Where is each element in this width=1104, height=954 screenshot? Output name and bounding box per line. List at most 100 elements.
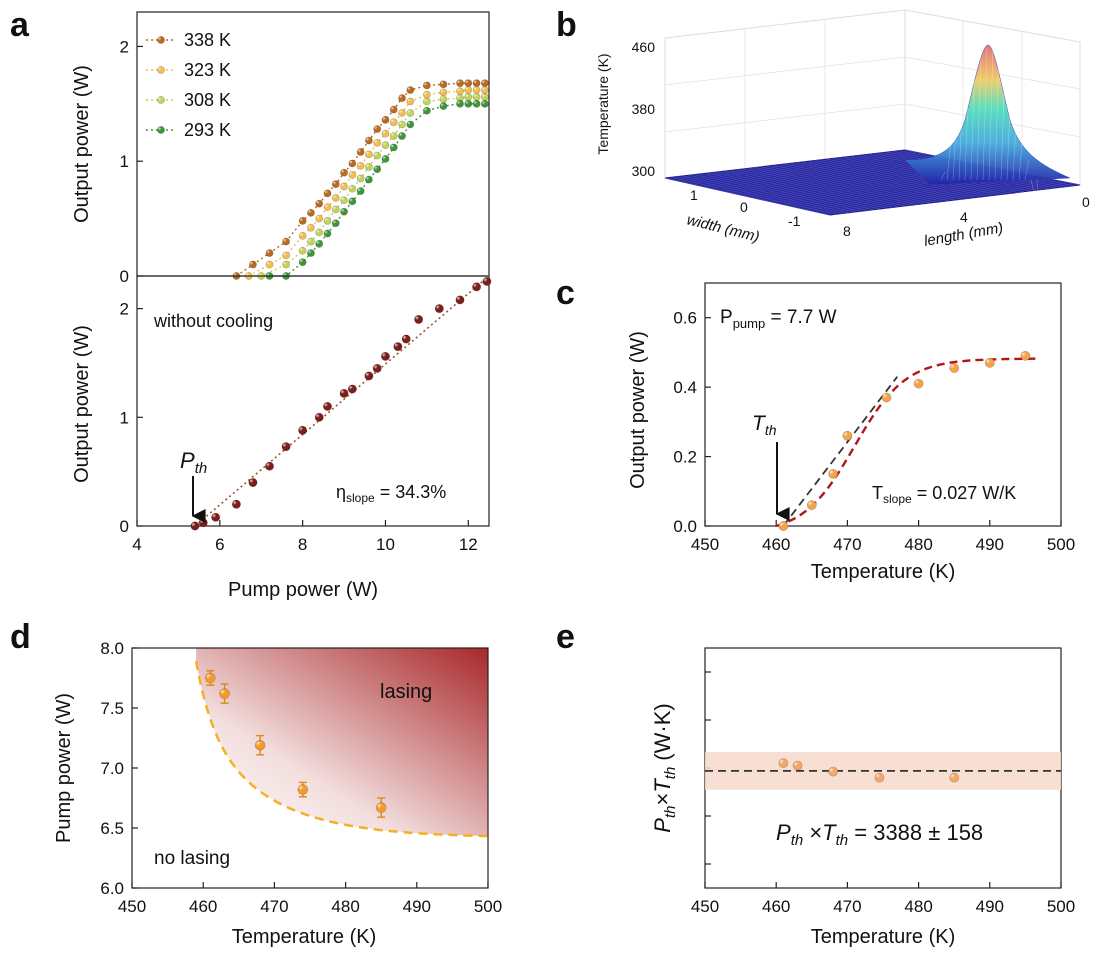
panel-a-top-chart: 0 1 2 338 K 323 K 308 K 293 K Output power (W… <box>71 11 490 286</box>
x-tick-label: 10 <box>376 535 395 554</box>
x-axis-label: Temperature (K) <box>811 561 956 583</box>
series-point-1-highlight <box>465 87 469 91</box>
data-point-highlight <box>829 470 834 475</box>
series-point-0-highlight <box>299 218 304 222</box>
x-tick-label: 12 <box>459 535 478 554</box>
peak-mesh-line <box>982 47 988 181</box>
series-line-1 <box>248 89 485 277</box>
series-point-0-highlight <box>283 238 287 243</box>
surface-mesh-line <box>706 172 874 211</box>
series-point-3-highlight <box>382 156 387 160</box>
x-tick-label: 490 <box>976 897 1004 916</box>
series-point-3-highlight <box>374 166 378 170</box>
x-axis-label: Pump power (W) <box>228 579 378 601</box>
series-line-3 <box>269 103 485 277</box>
surface-mesh-line <box>676 176 843 214</box>
legend-marker-2-highlight <box>158 97 162 101</box>
x-axis-label: Temperature (K) <box>232 926 377 948</box>
surface-mesh-line <box>730 169 899 208</box>
panel-letter-c: c <box>556 274 575 312</box>
data-point-highlight <box>382 353 387 358</box>
series-point-1-highlight <box>457 88 461 92</box>
y-tick-label: 0.0 <box>673 517 697 536</box>
surface-mesh-line <box>796 162 968 199</box>
x-tick-label: 450 <box>691 535 719 554</box>
surface-mesh-line <box>784 163 956 201</box>
x-tick-label: 490 <box>976 535 1004 554</box>
peak-mesh-line <box>1006 81 1012 181</box>
data-point-highlight <box>794 762 799 767</box>
temperature-peak <box>904 44 1071 186</box>
series-point-0-highlight <box>391 106 395 111</box>
series-point-2-highlight <box>457 95 461 99</box>
data-point-highlight <box>316 414 320 418</box>
y-tick-8: 8 <box>843 223 851 239</box>
y-tick-label: 0 <box>120 267 129 286</box>
surface-mesh-line <box>808 160 981 198</box>
x-tick-label: 470 <box>833 535 861 554</box>
y-tick-label: 0.6 <box>673 309 697 328</box>
series-point-2-highlight <box>407 110 411 114</box>
series-point-3-highlight <box>324 230 329 235</box>
series-point-2-highlight <box>299 248 304 252</box>
region-lasing-label: lasing <box>380 681 432 703</box>
lasing-region <box>196 648 488 836</box>
data-point-highlight <box>233 501 238 505</box>
y-axis-label: Pump power (W) <box>53 693 75 843</box>
data-point-highlight <box>415 316 420 321</box>
plot-frame <box>136 11 490 277</box>
peak-mesh-line <box>952 111 958 181</box>
peak-mesh-line <box>946 139 952 181</box>
series-point-1-highlight <box>333 195 337 199</box>
y-axis-label: Output power (W) <box>627 331 649 489</box>
series-point-2-highlight <box>349 186 353 190</box>
boundary-fit-curve <box>194 660 488 838</box>
surface-mesh-line <box>664 177 831 216</box>
data-point-highlight <box>299 427 304 431</box>
series-point-1-highlight <box>399 110 403 114</box>
data-point-highlight <box>950 774 955 779</box>
data-point-highlight <box>365 372 370 377</box>
x-tick-label: 450 <box>118 897 146 916</box>
series-point-0-highlight <box>440 81 444 85</box>
series-point-0-highlight <box>374 126 378 130</box>
surface-mesh-line <box>688 174 856 213</box>
x-axis-label: Temperature (K) <box>811 926 956 948</box>
series-point-0-highlight <box>308 210 312 214</box>
series-point-2-highlight <box>357 175 362 179</box>
series-point-0-highlight <box>316 200 320 205</box>
x-tick-label: 490 <box>403 897 431 916</box>
series-point-2-highlight <box>382 142 387 146</box>
series-point-0-highlight <box>341 169 345 174</box>
series-point-1-highlight <box>391 119 395 123</box>
series-point-2-highlight <box>324 218 329 222</box>
series-point-3-highlight <box>391 144 395 148</box>
peak-mesh-line <box>1000 64 1006 181</box>
x-tick-label: 470 <box>260 897 288 916</box>
series-point-0-highlight <box>357 149 362 153</box>
panel-letter-a: a <box>10 6 30 44</box>
series-point-2-highlight <box>424 98 428 103</box>
y-tick-4: 4 <box>960 209 968 225</box>
data-point-highlight <box>377 803 382 809</box>
data-point-highlight <box>779 522 785 527</box>
x-tick-label: 460 <box>189 897 217 916</box>
surface-mesh-line <box>778 164 949 202</box>
series-point-2-highlight <box>333 206 337 210</box>
back-wall <box>664 9 906 179</box>
peak-mesh-line <box>976 48 982 181</box>
series-point-3-highlight <box>440 103 444 107</box>
series-point-3-highlight <box>424 108 428 112</box>
series-point-1-highlight <box>482 87 486 91</box>
x-tick-label: 6 <box>215 535 224 554</box>
x-tick-label: 4 <box>132 535 141 554</box>
data-point-highlight <box>324 403 329 408</box>
series-point-0-highlight <box>382 117 387 121</box>
panel-letter-b: b <box>556 6 577 44</box>
plot-frame <box>136 275 490 527</box>
slope-fit-line <box>782 376 898 527</box>
surface-mesh-line <box>802 161 974 199</box>
formula-annotation: Pth ×Tth = 3388 ± 158 <box>776 820 983 849</box>
panel-d-chart: 6.0 6.5 7.0 7.5 8.0 450 460 470 480 490 500 lasing… <box>53 639 502 948</box>
data-point-highlight <box>1021 352 1027 357</box>
